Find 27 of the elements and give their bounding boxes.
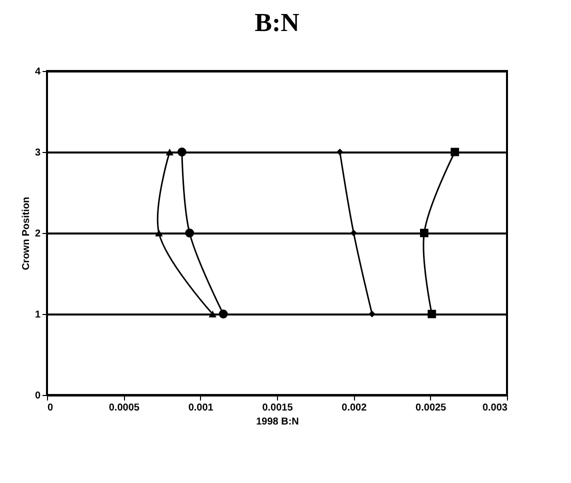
x-tick-label: 0.0015 bbox=[262, 402, 294, 414]
x-axis-title: 1998 B:N bbox=[256, 416, 299, 428]
x-tick-label: 0.0005 bbox=[108, 402, 140, 414]
point bbox=[208, 310, 216, 318]
point bbox=[420, 228, 428, 238]
x-tick-label: 0.001 bbox=[188, 402, 214, 414]
point bbox=[166, 148, 174, 156]
point bbox=[218, 310, 228, 318]
point bbox=[350, 230, 358, 236]
y-tick-label: 1 bbox=[34, 310, 41, 320]
point bbox=[336, 148, 344, 156]
point bbox=[450, 148, 460, 156]
point bbox=[368, 310, 376, 318]
point bbox=[155, 230, 163, 236]
chart-title: B:N bbox=[254, 8, 300, 37]
y-tick-label: 4 bbox=[34, 66, 41, 78]
y-tick-label: 2 bbox=[34, 228, 41, 240]
y-tick-label: 0 bbox=[34, 390, 41, 402]
point bbox=[185, 228, 194, 238]
point bbox=[428, 310, 436, 318]
point bbox=[177, 148, 186, 156]
x-tick-label: 0 bbox=[48, 402, 54, 414]
x-tick-label: 0.003 bbox=[482, 402, 508, 414]
x-tick-label: 0.002 bbox=[342, 402, 368, 414]
y-axis-title: Crown Position bbox=[20, 196, 32, 270]
y-tick-label: 3 bbox=[34, 148, 41, 158]
x-tick-label: 0.0025 bbox=[416, 402, 447, 414]
